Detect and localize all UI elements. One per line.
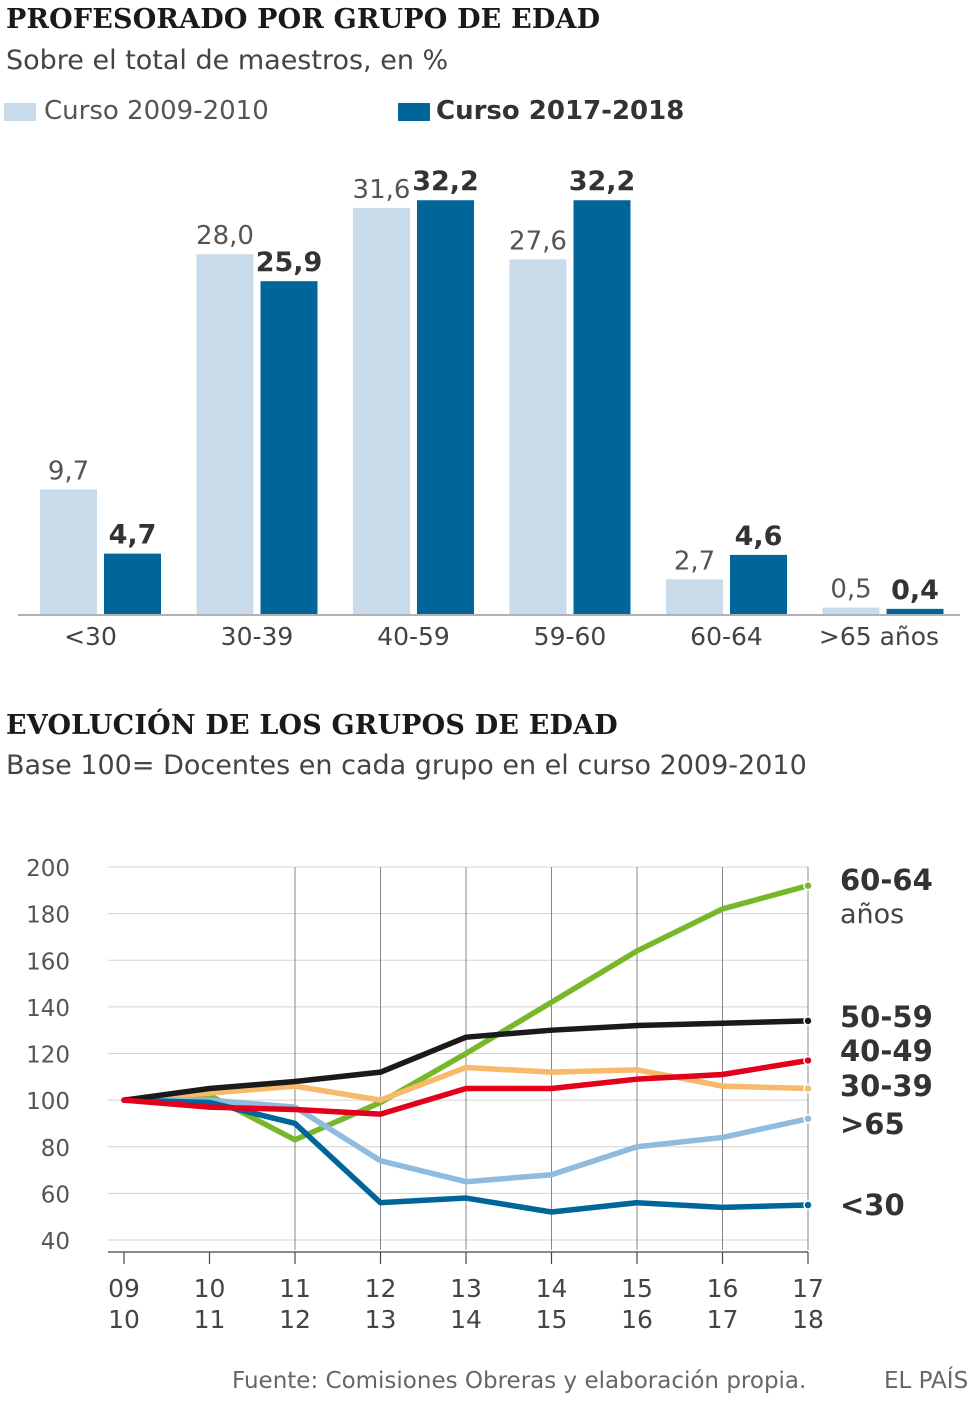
bar-2017-4 <box>730 554 787 614</box>
x-tick-label-bottom: 14 <box>450 1305 482 1334</box>
y-tick-label: 40 <box>41 1229 70 1255</box>
x-tick-label-top: 11 <box>279 1274 311 1303</box>
x-tick-label-top: 13 <box>450 1274 482 1303</box>
series-end-sublabel: años <box>840 899 904 930</box>
category-label: 40-59 <box>377 622 450 651</box>
x-tick-label-top: 09 <box>108 1274 140 1303</box>
x-tick-label-bottom: 15 <box>536 1305 568 1334</box>
series-end-label: 50-59 <box>840 1000 933 1034</box>
bar-chart-subtitle: Sobre el total de maestros, en % <box>6 45 449 76</box>
x-tick-label-top: 12 <box>365 1274 397 1303</box>
series-end-point <box>803 880 813 891</box>
bar-value-label: 32,2 <box>412 166 479 197</box>
bar-2017-3 <box>573 200 631 615</box>
x-tick-label-bottom: 16 <box>621 1305 653 1334</box>
category-label: >65 años <box>819 622 939 651</box>
bar-value-label: 4,6 <box>735 521 783 552</box>
bar-2017-5 <box>886 608 944 614</box>
brand-logo: EL PAÍS <box>884 1368 969 1394</box>
bar-value-label: 28,0 <box>196 221 254 251</box>
legend-swatch-2017 <box>398 103 430 121</box>
series-end-label: 40-49 <box>840 1034 933 1068</box>
x-tick-label-top: 15 <box>621 1274 653 1303</box>
bar-value-label: 31,6 <box>353 175 411 205</box>
bar-value-label: 4,7 <box>109 520 157 551</box>
bar-2017-0 <box>104 553 161 614</box>
bar-value-label: 9,7 <box>48 456 89 486</box>
x-tick-label-top: 17 <box>792 1274 824 1303</box>
x-tick-label-top: 14 <box>536 1274 568 1303</box>
legend-swatch-2009 <box>4 103 36 121</box>
series-end-point <box>803 1200 813 1210</box>
bar-2017-2 <box>417 200 474 615</box>
series-end-point <box>803 1055 813 1066</box>
bar-value-label: 2,7 <box>674 546 715 576</box>
source-note: Fuente: Comisiones Obreras y elaboración… <box>232 1368 807 1394</box>
series-line-4049 <box>121 1057 811 1117</box>
category-label: 60-64 <box>690 622 763 651</box>
bar-2009-5 <box>822 607 880 614</box>
series-end-label: 30-39 <box>840 1069 933 1103</box>
bar-value-label: 0,4 <box>891 575 939 606</box>
series-end-label: <30 <box>840 1188 905 1222</box>
y-tick-label: 100 <box>26 1089 70 1115</box>
x-tick-label-bottom: 12 <box>279 1305 311 1334</box>
line-chart-title: EVOLUCIÓN DE LOS GRUPOS DE EDAD <box>6 710 618 741</box>
bar-value-label: 25,9 <box>256 247 323 278</box>
legend-label-2009: Curso 2009-2010 <box>44 96 269 126</box>
bar-value-label: 32,2 <box>569 166 636 197</box>
y-tick-label: 120 <box>26 1043 70 1069</box>
category-label: 59-60 <box>534 622 607 651</box>
y-tick-label: 80 <box>41 1136 70 1162</box>
bar-value-label: 0,5 <box>830 575 871 605</box>
category-label: <30 <box>64 622 117 651</box>
series-line-5059 <box>121 1018 811 1103</box>
x-tick-label-bottom: 17 <box>707 1305 739 1334</box>
bar-2009-1 <box>196 254 254 614</box>
line-chart: 4060801001201401601802000910101111121213… <box>26 856 933 1334</box>
series-end-label: 60-64 <box>840 863 933 897</box>
series-end-point <box>803 1114 813 1124</box>
bar-2009-0 <box>40 489 97 614</box>
bar-chart-title: PROFESORADO POR GRUPO DE EDAD <box>6 4 601 35</box>
x-tick-label-top: 10 <box>194 1274 226 1303</box>
x-tick-label-bottom: 10 <box>108 1305 140 1334</box>
x-tick-label-bottom: 11 <box>194 1305 226 1334</box>
bar-2017-1 <box>260 281 318 614</box>
series-end-point <box>803 1016 813 1026</box>
series-line-65 <box>121 1097 811 1185</box>
bar-2009-3 <box>509 259 567 614</box>
bar-2009-4 <box>666 579 723 614</box>
x-tick-label-bottom: 13 <box>365 1305 397 1334</box>
series-end-point <box>803 1083 813 1094</box>
bar-2009-2 <box>353 207 410 614</box>
line-chart-subtitle: Base 100= Docentes en cada grupo en el c… <box>6 750 807 781</box>
y-tick-label: 160 <box>26 949 70 975</box>
y-tick-label: 140 <box>26 996 70 1022</box>
x-tick-label-top: 16 <box>707 1274 739 1303</box>
y-tick-label: 180 <box>26 903 70 929</box>
category-label: 30-39 <box>221 622 294 651</box>
series-line-3039 <box>121 1064 811 1103</box>
x-tick-label-bottom: 18 <box>792 1305 824 1334</box>
y-tick-label: 60 <box>41 1182 70 1208</box>
legend-label-2017: Curso 2017-2018 <box>436 96 685 126</box>
bar-value-label: 27,6 <box>509 226 567 256</box>
y-tick-label: 200 <box>26 856 70 882</box>
series-end-label: >65 <box>840 1107 905 1141</box>
